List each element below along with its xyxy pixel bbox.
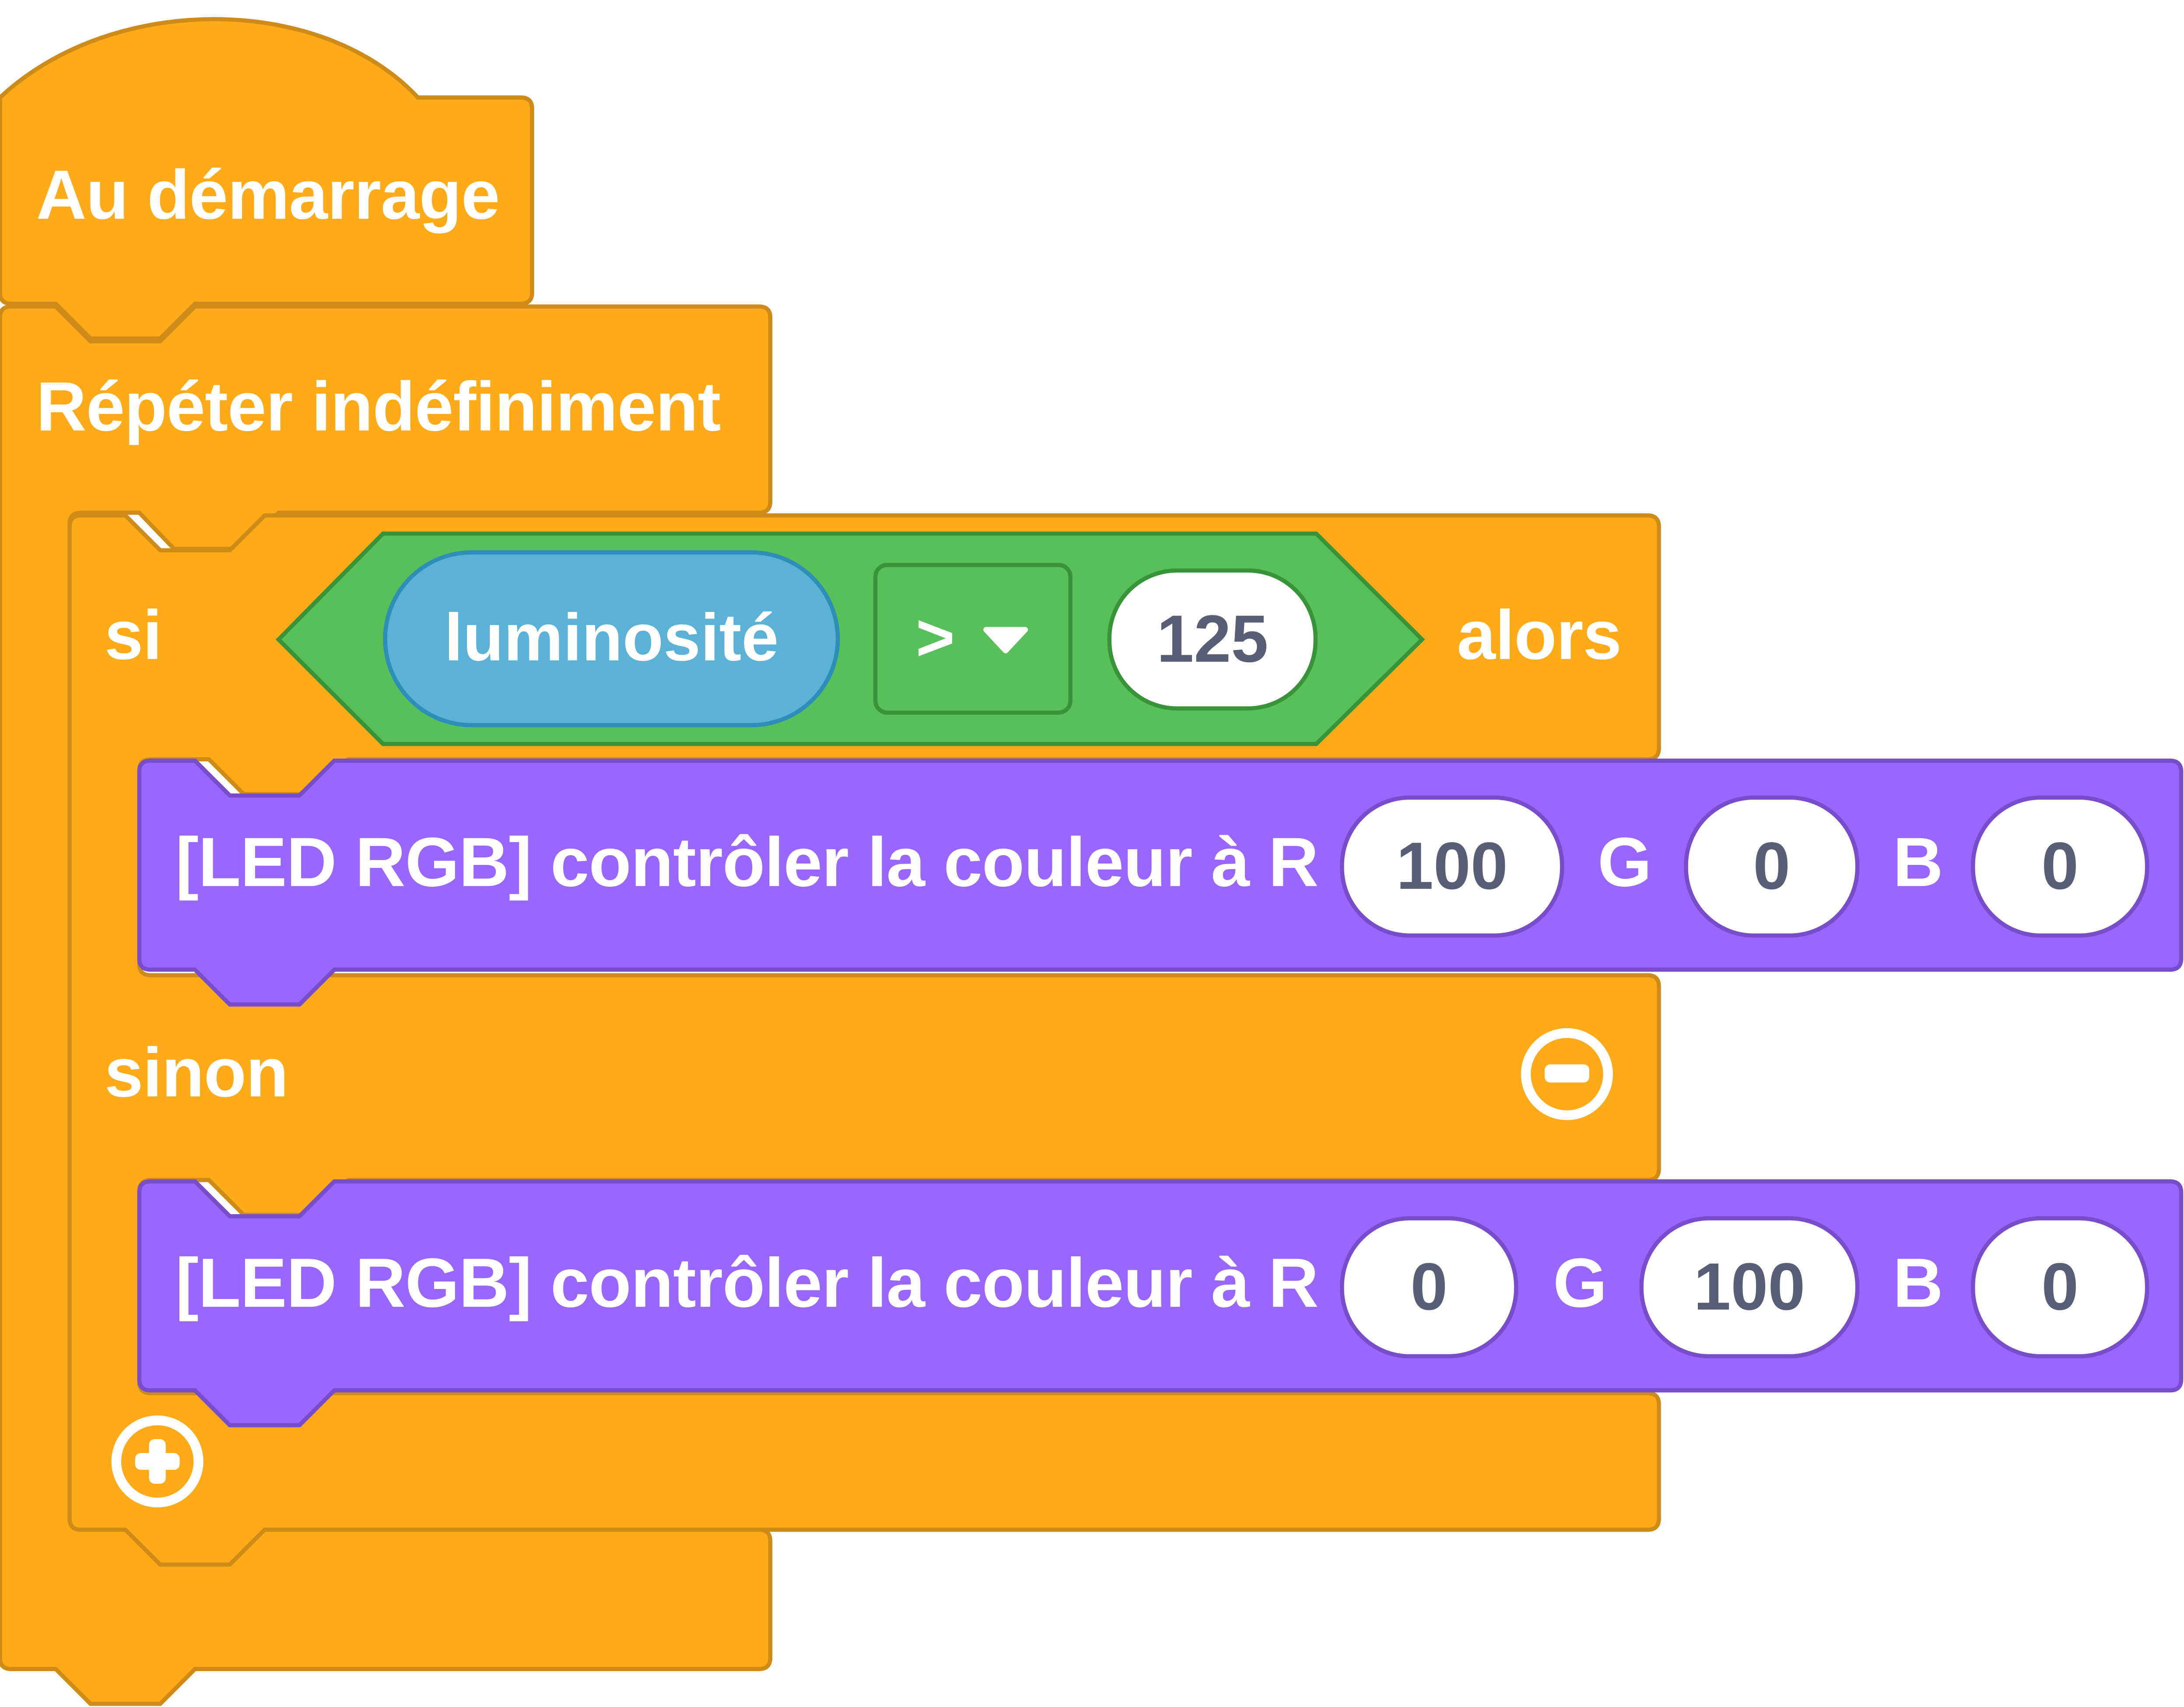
led-2-r-input[interactable]: 0 <box>1340 1216 1518 1359</box>
dropdown-arrow-icon <box>982 626 1027 653</box>
luminosity-reporter[interactable]: luminosité <box>383 550 840 727</box>
hat-block-label: Au démarrage <box>36 156 500 234</box>
minus-circle-icon[interactable] <box>1521 1028 1613 1120</box>
if-else-block[interactable] <box>67 513 1661 1567</box>
led-block-1[interactable] <box>137 759 2184 1007</box>
led-1-g-input[interactable]: 0 <box>1684 795 1860 938</box>
comparison-value-input[interactable]: 125 <box>1107 568 1318 711</box>
operator-symbol: > <box>915 602 955 676</box>
led-2-g-input[interactable]: 100 <box>1639 1216 1860 1359</box>
led-block-2-label: [LED RGB] contrôler la couleur à R <box>175 1244 1319 1322</box>
led-2-g-label: G <box>1553 1244 1607 1322</box>
forever-block-label: Répéter indéfiniment <box>36 368 721 446</box>
led-block-1-label: [LED RGB] contrôler la couleur à R <box>175 823 1319 902</box>
led-1-r-input[interactable]: 100 <box>1340 795 1564 938</box>
led-1-b-label: B <box>1893 823 1943 902</box>
led-2-b-input[interactable]: 0 <box>1970 1216 2149 1359</box>
led-2-b-label: B <box>1893 1244 1943 1322</box>
else-label: sinon <box>104 1033 289 1112</box>
led-1-g-label: G <box>1597 823 1652 902</box>
operator-dropdown[interactable]: > <box>873 562 1073 715</box>
led-1-b-input[interactable]: 0 <box>1970 795 2149 938</box>
then-label: alors <box>1457 596 1622 674</box>
hat-block[interactable] <box>0 17 534 341</box>
plus-circle-icon[interactable] <box>111 1415 203 1508</box>
if-label: si <box>104 596 162 674</box>
